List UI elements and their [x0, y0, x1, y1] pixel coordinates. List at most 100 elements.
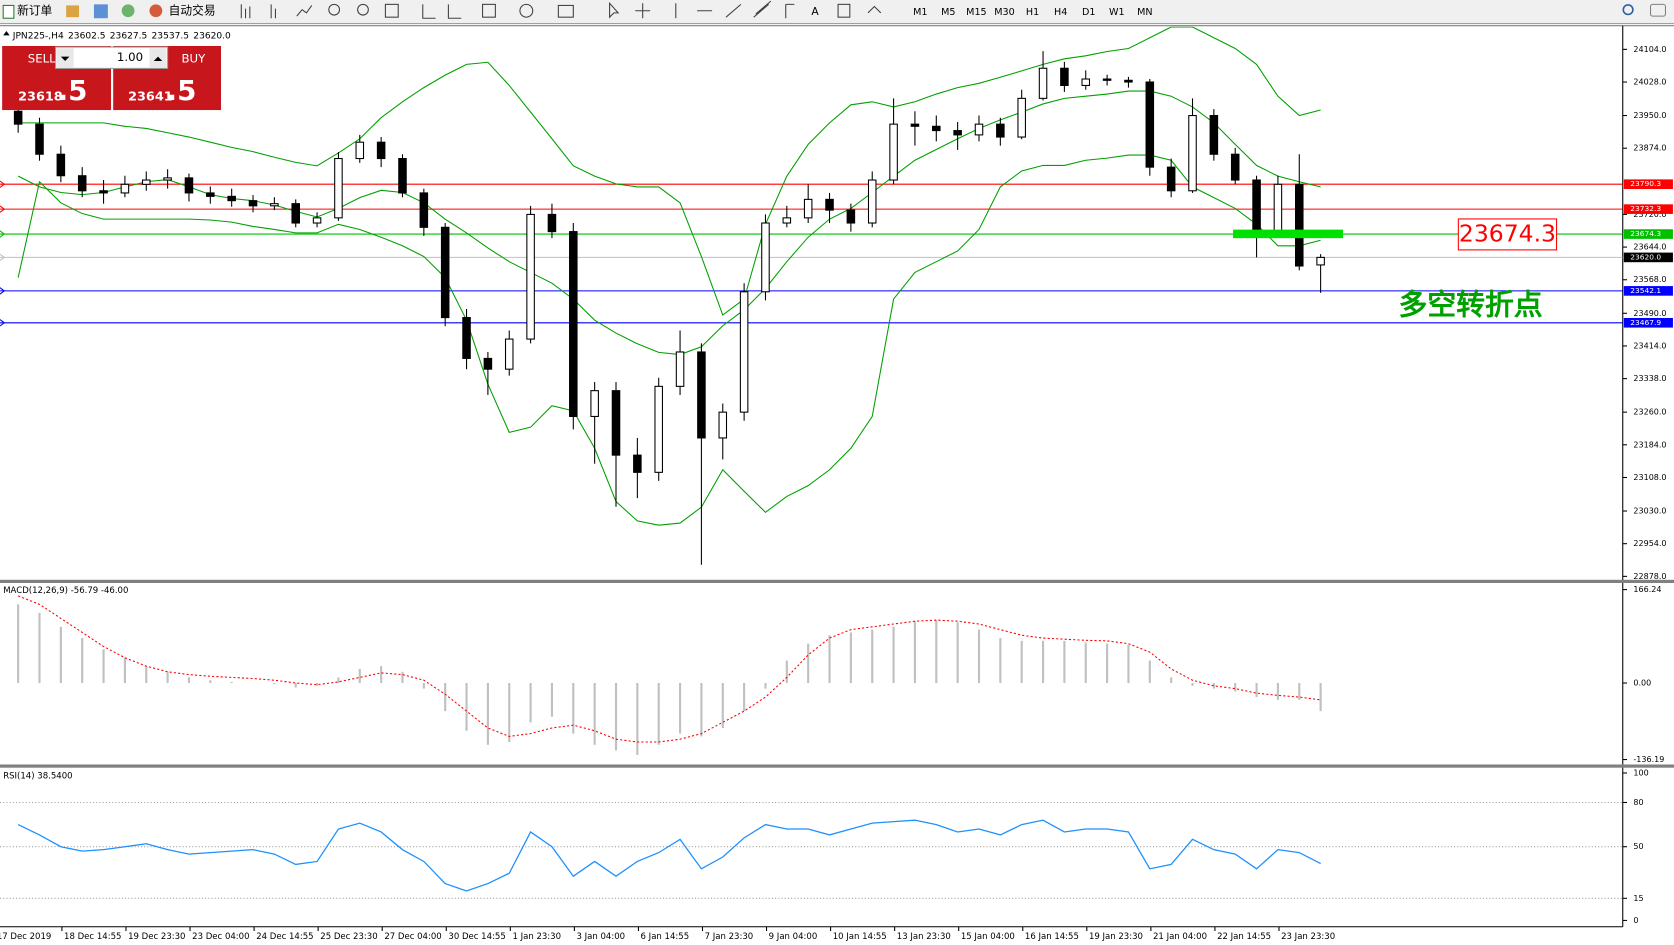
macd-bar: [145, 666, 148, 684]
level-label-box: [1623, 204, 1673, 214]
timeframe-button[interactable]: M1: [913, 7, 927, 18]
candle-icon[interactable]: [270, 4, 276, 19]
chat-icon[interactable]: [1649, 3, 1666, 17]
candle-body: [675, 351, 685, 387]
y-tick-label: 50: [1633, 842, 1643, 851]
pivot-marker: [1233, 229, 1344, 239]
buy-button[interactable]: BUY: [181, 51, 206, 65]
candle-body: [1209, 115, 1219, 155]
level-label-box: [1623, 179, 1673, 190]
sell-button[interactable]: SELL: [28, 51, 56, 65]
candle-body: [1124, 79, 1133, 83]
pane-separator: [0, 764, 1674, 768]
tile-icon[interactable]: [384, 3, 399, 18]
label-tool[interactable]: [837, 3, 851, 18]
line-icon[interactable]: [296, 5, 313, 17]
candle-body: [825, 198, 834, 211]
indicators-icon[interactable]: [482, 3, 496, 18]
macd-bar: [871, 629, 874, 684]
toolbar-icon[interactable]: [93, 4, 108, 19]
bar-chart-icon[interactable]: [240, 4, 251, 19]
macd-signal: [17, 595, 1321, 743]
level-label: 23674.3: [1630, 229, 1661, 238]
text-tool[interactable]: A: [811, 5, 819, 18]
candle-body: [761, 222, 770, 293]
toolbar: [0, 0, 1674, 24]
y-tick-label: 24104.0: [1633, 45, 1666, 54]
x-tick-label: 1 Jan 23:30: [512, 932, 561, 942]
new-order-icon[interactable]: [2, 4, 15, 19]
candle-body: [355, 141, 365, 160]
timeframe-button[interactable]: H4: [1054, 7, 1067, 18]
arrows-tool[interactable]: [867, 5, 882, 14]
candle-body: [889, 123, 898, 181]
macd-bar: [337, 677, 340, 684]
candle-body: [334, 158, 343, 219]
macd-bar: [123, 657, 126, 684]
templates-icon[interactable]: [557, 4, 574, 18]
cursor-icon[interactable]: [609, 1, 620, 19]
y-tick-label: 22954.0: [1633, 539, 1666, 548]
macd-bar: [1234, 683, 1237, 692]
y-tick-label: 23108.0: [1633, 473, 1666, 482]
bid-price: 23618: [18, 90, 63, 105]
bollinger-band: [18, 26, 1321, 316]
macd-bar: [209, 680, 212, 684]
macd-bar: [721, 683, 724, 728]
auto-trading-icon[interactable]: [149, 4, 163, 18]
crosshair-icon[interactable]: [635, 3, 651, 19]
line-tools[interactable]: [675, 3, 742, 19]
macd-bar: [422, 683, 425, 689]
search-icon[interactable]: [1622, 4, 1634, 16]
candle-body: [526, 213, 535, 340]
periods-icon[interactable]: [519, 3, 534, 18]
timeframe-button[interactable]: MN: [1137, 7, 1152, 18]
macd-bar: [1170, 677, 1173, 684]
level-label-box: [1623, 286, 1673, 296]
toolbar-icon[interactable]: [66, 5, 80, 18]
zoom-out-icon[interactable]: [357, 3, 369, 16]
macd-label: MACD(12,26,9) -56.79 -46.00: [3, 586, 128, 596]
timeframe-button[interactable]: M30: [994, 7, 1015, 18]
bid-pips: .5: [58, 74, 88, 107]
timeframe-button[interactable]: M15: [966, 7, 987, 18]
timeframe-button[interactable]: H1: [1026, 7, 1039, 18]
macd-bar: [807, 643, 810, 684]
candle-body: [932, 125, 941, 132]
macd-bar: [294, 683, 297, 688]
macd-bar: [465, 683, 468, 731]
bollinger-band: [17, 154, 1321, 526]
scroll-icon[interactable]: [422, 4, 462, 19]
level-label-box: [1623, 252, 1673, 263]
collapse-arrow[interactable]: [3, 31, 10, 36]
timeframe-button[interactable]: M5: [941, 7, 955, 18]
timeframe-button[interactable]: W1: [1109, 7, 1125, 18]
macd-bar: [1298, 683, 1301, 700]
volume-value[interactable]: 1.00: [117, 50, 143, 64]
x-tick-label: 13 Jan 23:30: [897, 932, 951, 942]
auto-trading-button[interactable]: 自动交易: [169, 3, 216, 17]
up-arrow: [153, 56, 163, 61]
timeframes: M1 M5 M15 M30 H1 H4 D1 W1 MN: [913, 7, 1153, 18]
ohlc-value: 23602.5: [68, 31, 105, 41]
toolbar-icon[interactable]: [121, 4, 135, 18]
ohlc-value: 23627.5: [110, 31, 147, 41]
candle-body: [206, 192, 215, 197]
macd-bar: [444, 683, 447, 712]
y-tick-label: 23260.0: [1633, 408, 1666, 417]
new-order-button[interactable]: 新订单: [17, 3, 52, 17]
volume-box[interactable]: [54, 46, 169, 69]
macd-bar: [678, 683, 682, 734]
channel-icon[interactable]: [753, 0, 772, 18]
toolbar-icons: [240, 0, 795, 19]
y-tick-label: 22878.0: [1633, 572, 1666, 581]
candle-body: [1081, 78, 1091, 86]
fibo-icon[interactable]: [785, 3, 795, 19]
macd-bar: [508, 683, 511, 743]
rsi-line: [17, 819, 1321, 892]
timeframe-button[interactable]: D1: [1082, 7, 1095, 18]
y-tick-label: 23644.0: [1633, 243, 1666, 252]
zoom-in-icon[interactable]: [328, 3, 341, 16]
macd-bar: [358, 668, 361, 684]
macd-bar: [273, 683, 276, 685]
